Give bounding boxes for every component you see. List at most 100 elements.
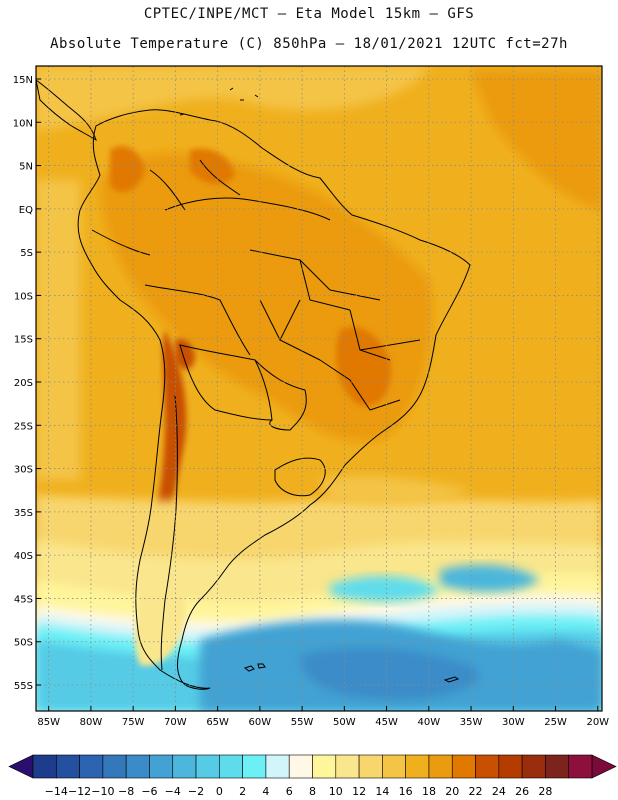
colorbar-swatch bbox=[32, 754, 57, 779]
map-frame bbox=[35, 65, 603, 712]
lon-label: 55W bbox=[291, 717, 314, 728]
lat-label: 40S bbox=[14, 551, 33, 562]
border-colombia-venezuela bbox=[149, 159, 241, 211]
south-america-coastline bbox=[77, 109, 471, 690]
colorbar-tick-label: 28 bbox=[538, 785, 552, 798]
colorbar-tick-label: −14 bbox=[45, 785, 68, 798]
colorbar-swatch bbox=[79, 754, 104, 779]
colorbar-swatch bbox=[125, 754, 150, 779]
lat-label: 20S bbox=[14, 378, 33, 389]
colorbar-tick-label: 26 bbox=[515, 785, 529, 798]
central-america bbox=[36, 79, 97, 142]
lat-label: 15N bbox=[13, 75, 33, 86]
lon-label: 40W bbox=[418, 717, 441, 728]
colorbar-swatch bbox=[475, 754, 500, 779]
colorbar-swatch bbox=[172, 754, 197, 779]
colorbar-swatch bbox=[405, 754, 430, 779]
border-peru-brazil bbox=[144, 284, 251, 356]
lon-label: 25W bbox=[544, 717, 567, 728]
colorbar-swatch bbox=[382, 754, 406, 779]
colorbar-tick-label: −8 bbox=[118, 785, 134, 798]
border-uruguay bbox=[274, 457, 326, 497]
temperature-field bbox=[36, 66, 602, 711]
lon-label: 80W bbox=[80, 717, 103, 728]
border-brazil-states bbox=[249, 249, 421, 411]
colorbar-swatch bbox=[521, 754, 546, 779]
colorbar-tick-label: 8 bbox=[309, 785, 316, 798]
lon-label: 20W bbox=[586, 717, 609, 728]
latitude-labels: 15N 10N 5N EQ 5S 10S 15S 20S 25S 30S 35S 40S 45S 50S 5… bbox=[13, 75, 33, 692]
colorbar-swatch bbox=[195, 754, 220, 779]
lon-label: 30W bbox=[502, 717, 525, 728]
colorbar-swatch bbox=[102, 754, 127, 779]
colorbar-swatch bbox=[149, 754, 174, 779]
lat-label: 25S bbox=[14, 421, 33, 432]
lon-label: 85W bbox=[37, 717, 60, 728]
lat-label: 35S bbox=[14, 508, 33, 519]
lon-label: 50W bbox=[333, 717, 356, 728]
colorbar-swatch bbox=[451, 754, 476, 779]
lat-label: 5S bbox=[20, 248, 33, 259]
colorbar-swatch bbox=[288, 754, 313, 779]
lat-label: 50S bbox=[14, 638, 33, 649]
colorbar-tick-label: 18 bbox=[422, 785, 436, 798]
colorbar-tick-label: 22 bbox=[469, 785, 483, 798]
lat-label: 15S bbox=[14, 335, 33, 346]
border-paraguay bbox=[254, 359, 307, 431]
colorbar-swatch bbox=[358, 754, 383, 779]
colorbar-swatch bbox=[219, 754, 243, 779]
chart-title-line2: Absolute Temperature (C) 850hPa — 18/01/… bbox=[50, 36, 568, 52]
colorbar-boxes bbox=[8, 754, 617, 779]
lat-label: 10N bbox=[13, 118, 33, 129]
grid-lines bbox=[36, 66, 602, 711]
colorbar-swatch bbox=[312, 754, 337, 779]
border-ecuador-peru bbox=[91, 229, 151, 256]
colorbar-tick-label: −10 bbox=[91, 785, 114, 798]
colorbar-tick-labels: −14 −12 −10 −8 −6 −4 −2 0 2 4 6 8 10 12 14 16 18 20 22 24 26… bbox=[45, 785, 553, 798]
colorbar-tick-label: 20 bbox=[445, 785, 459, 798]
lat-label: EQ bbox=[19, 205, 33, 216]
colorbar-tick-label: 12 bbox=[352, 785, 366, 798]
longitude-labels: 85W 80W 75W 70W 65W 60W 55W 50W 45W 40W 35W 30W 25W 2… bbox=[37, 717, 609, 728]
colorbar-tick-label: −12 bbox=[68, 785, 91, 798]
lon-label: 60W bbox=[249, 717, 272, 728]
colorbar-swatch bbox=[498, 754, 523, 779]
colorbar-arrow-left bbox=[8, 754, 34, 779]
lon-label: 75W bbox=[122, 717, 145, 728]
falkland-islands bbox=[243, 663, 266, 672]
colorbar-tick-label: 0 bbox=[216, 785, 223, 798]
lon-label: 35W bbox=[460, 717, 483, 728]
colorbar-tick-label: 6 bbox=[286, 785, 293, 798]
south-georgia bbox=[443, 676, 460, 683]
colorbar-tick-label: 14 bbox=[375, 785, 389, 798]
colorbar-tick-label: 24 bbox=[492, 785, 506, 798]
lat-label: 5N bbox=[19, 162, 33, 173]
colorbar-tick-label: 2 bbox=[239, 785, 246, 798]
caribbean-islands bbox=[179, 87, 259, 116]
lon-label: 65W bbox=[206, 717, 229, 728]
chart-title-line1: CPTEC/INPE/MCT — Eta Model 15km — GFS bbox=[143, 6, 475, 22]
lon-label: 45W bbox=[375, 717, 398, 728]
colorbar-swatch bbox=[265, 754, 290, 779]
colorbar-swatch bbox=[335, 754, 360, 779]
colorbar-tick-label: 4 bbox=[262, 785, 269, 798]
coastlines-and-borders bbox=[36, 79, 471, 690]
lat-label: 30S bbox=[14, 465, 33, 476]
colorbar-swatch bbox=[428, 754, 453, 779]
colorbar-swatch bbox=[242, 754, 267, 779]
colorbar-tick-label: 16 bbox=[399, 785, 413, 798]
colorbar-arrow-right bbox=[591, 754, 617, 779]
lat-label: 45S bbox=[14, 594, 33, 605]
colorbar-tick-label: −6 bbox=[141, 785, 157, 798]
colorbar-swatch bbox=[568, 754, 593, 779]
border-argentina-chile bbox=[160, 394, 178, 671]
colorbar-swatch bbox=[545, 754, 570, 779]
colorbar-tick-label: −2 bbox=[188, 785, 204, 798]
lat-label: 10S bbox=[14, 291, 33, 302]
border-brazil-north bbox=[164, 197, 331, 221]
colorbar-tick-label: −4 bbox=[165, 785, 181, 798]
colorbar-swatch bbox=[55, 754, 80, 779]
lon-label: 70W bbox=[164, 717, 187, 728]
